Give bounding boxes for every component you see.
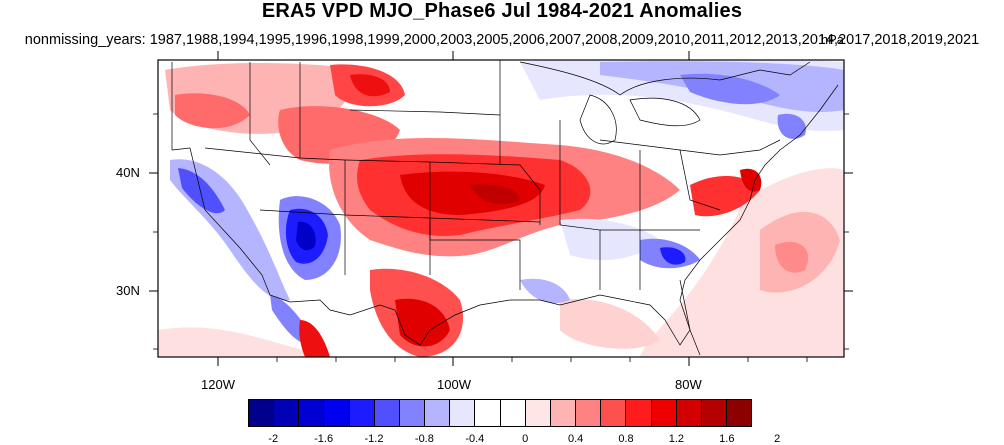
colorbar-box xyxy=(525,400,551,426)
colorbar-label: 1.2 xyxy=(668,433,685,445)
colorbar-label: 2 xyxy=(774,433,781,445)
colorbar-box xyxy=(576,400,602,426)
lat-label-30n: 30N xyxy=(116,283,140,298)
colorbar-label: -1.6 xyxy=(314,433,334,445)
colorbar-label: -1.2 xyxy=(364,433,384,445)
colorbar-box xyxy=(324,400,350,426)
colorbar-label: 1.6 xyxy=(719,433,735,445)
colorbar-box xyxy=(374,400,400,426)
lat-label-40n: 40N xyxy=(116,165,140,180)
colorbar-label: 0 xyxy=(522,433,529,445)
units-label: hPa xyxy=(820,32,844,47)
lon-label-80w: 80W xyxy=(675,377,702,392)
colorbar-box xyxy=(676,400,702,426)
colorbar-box xyxy=(249,400,275,426)
map-frame xyxy=(157,59,845,358)
colorbar-box xyxy=(274,400,300,426)
lon-label-100w: 100W xyxy=(437,377,471,392)
colorbar xyxy=(248,399,752,427)
colorbar-box xyxy=(701,400,727,426)
map-title: ERA5 VPD MJO_Phase6 Jul 1984-2021 Anomal… xyxy=(261,0,743,22)
colorbar-box xyxy=(601,400,627,426)
colorbar-box xyxy=(349,400,375,426)
axis-ticks xyxy=(149,51,853,366)
colorbar-box xyxy=(450,400,476,426)
colorbar-box xyxy=(475,400,501,426)
colorbar-box xyxy=(626,400,652,426)
colorbar-box xyxy=(550,400,577,426)
colorbar-label: -0.8 xyxy=(414,433,434,445)
colorbar-box xyxy=(726,400,752,426)
colorbar-box xyxy=(399,400,426,426)
anomaly-map xyxy=(149,51,853,366)
colorbar-label: 0.4 xyxy=(567,433,584,445)
colorbar-label: 0.8 xyxy=(618,433,634,445)
colorbar-label: -2 xyxy=(268,433,279,445)
colorbar-box xyxy=(425,400,451,426)
map-subtitle: nonmissing_years: 1987,1988,1994,1995,19… xyxy=(24,32,980,48)
colorbar-box xyxy=(299,400,325,426)
lon-label-120w: 120W xyxy=(201,377,235,392)
colorbar-label: -0.4 xyxy=(465,433,485,445)
colorbar-box xyxy=(651,400,677,426)
colorbar-box xyxy=(500,400,526,426)
boundaries xyxy=(171,60,839,356)
minor-ticks xyxy=(153,113,849,362)
colorbar-labels: -2 -1.6 -1.2 -0.8 -0.4 0 0.4 0.8 1.2 1.6 2 xyxy=(248,433,780,445)
